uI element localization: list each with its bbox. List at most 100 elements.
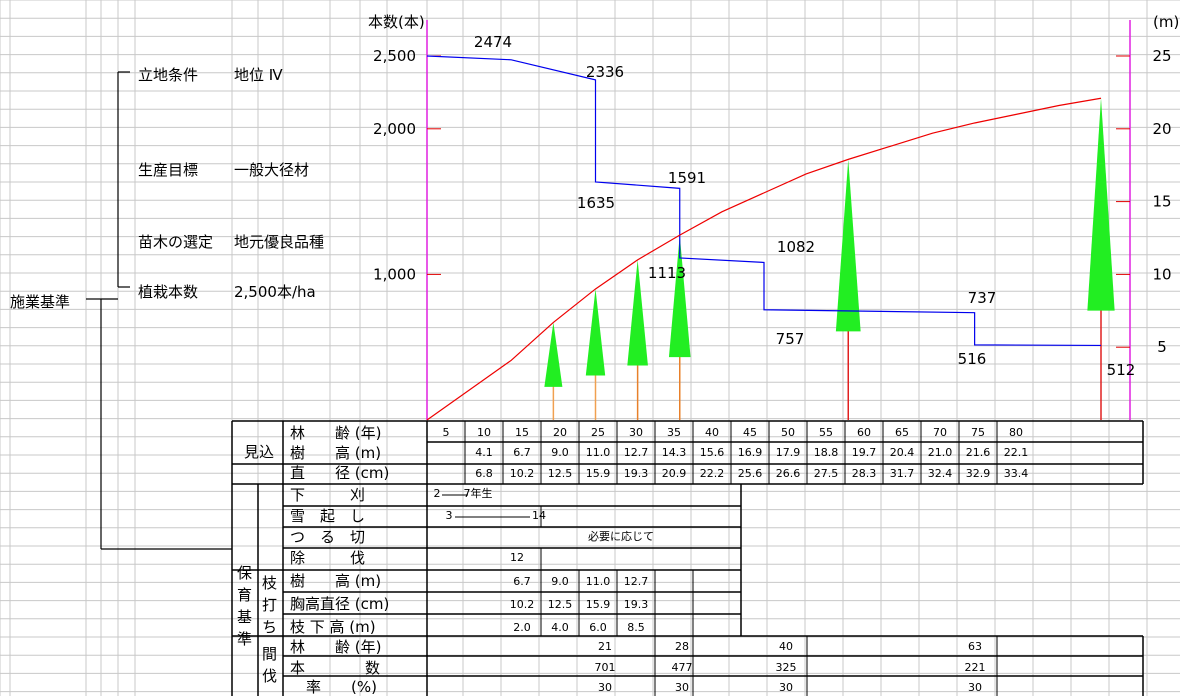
age-cell: 25 [591, 426, 605, 439]
left-tick-label: 2,500 [373, 47, 416, 65]
diameter-cell: 27.5 [813, 467, 839, 480]
data-label: 2336 [586, 63, 624, 81]
diameter-cell: 26.6 [775, 467, 801, 480]
right-tick-label: 15 [1152, 193, 1171, 211]
height-cell: 12.7 [623, 446, 649, 459]
prune-dbh-cell: 19.3 [623, 598, 649, 611]
weeding-label: 下 刈 [290, 486, 366, 504]
thin-age-cell: 63 [968, 640, 982, 653]
tree-crown [627, 259, 648, 366]
diameter-cell: 15.9 [585, 467, 611, 480]
cleaning-value: 12 [510, 551, 524, 564]
thin-rate-cell: 30 [598, 681, 612, 694]
right-tick-label: 20 [1152, 120, 1171, 138]
age-cell: 5 [442, 426, 450, 439]
data-label: 1635 [577, 194, 615, 212]
height-cell: 21.0 [927, 446, 953, 459]
height-cell: 16.9 [737, 446, 763, 459]
age-cell: 20 [553, 426, 567, 439]
age-cell: 45 [743, 426, 757, 439]
mikomi-label: 見込 [244, 443, 275, 461]
age-cell: 80 [1009, 426, 1023, 439]
prune-clear-label: 枝 下 高 (m) [290, 618, 376, 636]
diameter-cell: 6.8 [475, 467, 493, 480]
tree-crown [544, 322, 563, 387]
prune-char: 枝 [262, 574, 278, 592]
height-cell: 20.4 [889, 446, 915, 459]
prune-dbh-label: 胸高直径 (cm) [290, 595, 390, 613]
diameter-cell: 19.3 [623, 467, 649, 480]
height-cell: 21.6 [965, 446, 991, 459]
prune-clear-cell: 2.0 [513, 621, 531, 634]
prune-height-cell: 6.7 [513, 575, 531, 588]
thin-rate-cell: 30 [675, 681, 689, 694]
hoiku-char: 育 [237, 586, 253, 604]
weeding-start: 2 [433, 487, 441, 500]
diameter-cell: 31.7 [889, 467, 915, 480]
diameter-cell: 28.3 [851, 467, 877, 480]
prune-height-cell: 12.7 [623, 575, 649, 588]
thin-count-label: 本 数 [290, 659, 381, 677]
age-cell: 70 [933, 426, 947, 439]
height-cell: 19.7 [851, 446, 877, 459]
prune-height-cell: 11.0 [585, 575, 611, 588]
thin-char: 間 [262, 645, 278, 663]
age-cell: 35 [667, 426, 681, 439]
height-cell: 11.0 [585, 446, 611, 459]
tree-crown [835, 159, 861, 332]
age-cell: 10 [477, 426, 491, 439]
thin-age-cell: 21 [598, 640, 612, 653]
thin-count-cell: 325 [775, 661, 797, 674]
prune-height-label: 樹 高 (m) [290, 572, 382, 590]
prune-char: 打 [262, 596, 278, 614]
site-label: 立地条件 [138, 66, 199, 84]
seedling-value: 地元優良品種 [234, 233, 325, 251]
diameter-cell: 33.4 [1003, 467, 1029, 480]
planting-label: 植栽本数 [138, 283, 199, 301]
data-label: 737 [968, 289, 997, 307]
age-cell: 65 [895, 426, 909, 439]
diameter-cell: 12.5 [547, 467, 573, 480]
thin-rate-cell: 30 [779, 681, 793, 694]
snow-end: 14 [532, 509, 546, 522]
thin-rate-cell: 30 [968, 681, 982, 694]
height-cell: 15.6 [699, 446, 725, 459]
thin-count-cell: 701 [594, 661, 616, 674]
goal-label: 生産目標 [138, 161, 199, 179]
data-label: 1082 [777, 238, 815, 256]
right-tick-label: 10 [1152, 265, 1171, 283]
height-curve [426, 97, 1102, 421]
height-cell: 18.8 [813, 446, 839, 459]
height-header: 樹 高 (m) [290, 444, 382, 462]
seedling-label: 苗木の選定 [138, 233, 214, 251]
vine-label: つ る 切 [290, 528, 366, 546]
thin-age-label: 林 齢 (年) [290, 638, 382, 656]
vine-text: 必要に応じて [588, 530, 654, 543]
left-axis-title: 本数(本) [368, 13, 425, 31]
tree-crown [585, 288, 606, 376]
right-tick-label: 5 [1157, 338, 1167, 356]
hoiku-char: 準 [237, 630, 253, 648]
data-label: 516 [958, 350, 987, 368]
thin-age-cell: 40 [779, 640, 793, 653]
snow-start: 3 [445, 509, 453, 522]
prune-char: ち [262, 618, 278, 636]
thin-age-cell: 28 [675, 640, 689, 653]
diameter-header: 直 径 (cm) [290, 464, 390, 482]
diameter-cell: 20.9 [661, 467, 687, 480]
site-value: 地位 Ⅳ [234, 66, 283, 84]
age-header: 林 齢 (年) [290, 424, 382, 442]
left-tick-label: 2,000 [373, 120, 416, 138]
data-label: 512 [1107, 361, 1136, 379]
thin-char: 伐 [262, 667, 278, 685]
weeding-end: 7年生 [463, 487, 493, 500]
hoiku-char: 保 [237, 564, 253, 582]
data-label: 1591 [668, 169, 706, 187]
tree-crown [1087, 98, 1115, 311]
prune-height-cell: 9.0 [551, 575, 569, 588]
snow-label: 雪 起 し [290, 507, 366, 525]
right-axis-title: (m) [1153, 13, 1180, 31]
age-cell: 15 [515, 426, 529, 439]
